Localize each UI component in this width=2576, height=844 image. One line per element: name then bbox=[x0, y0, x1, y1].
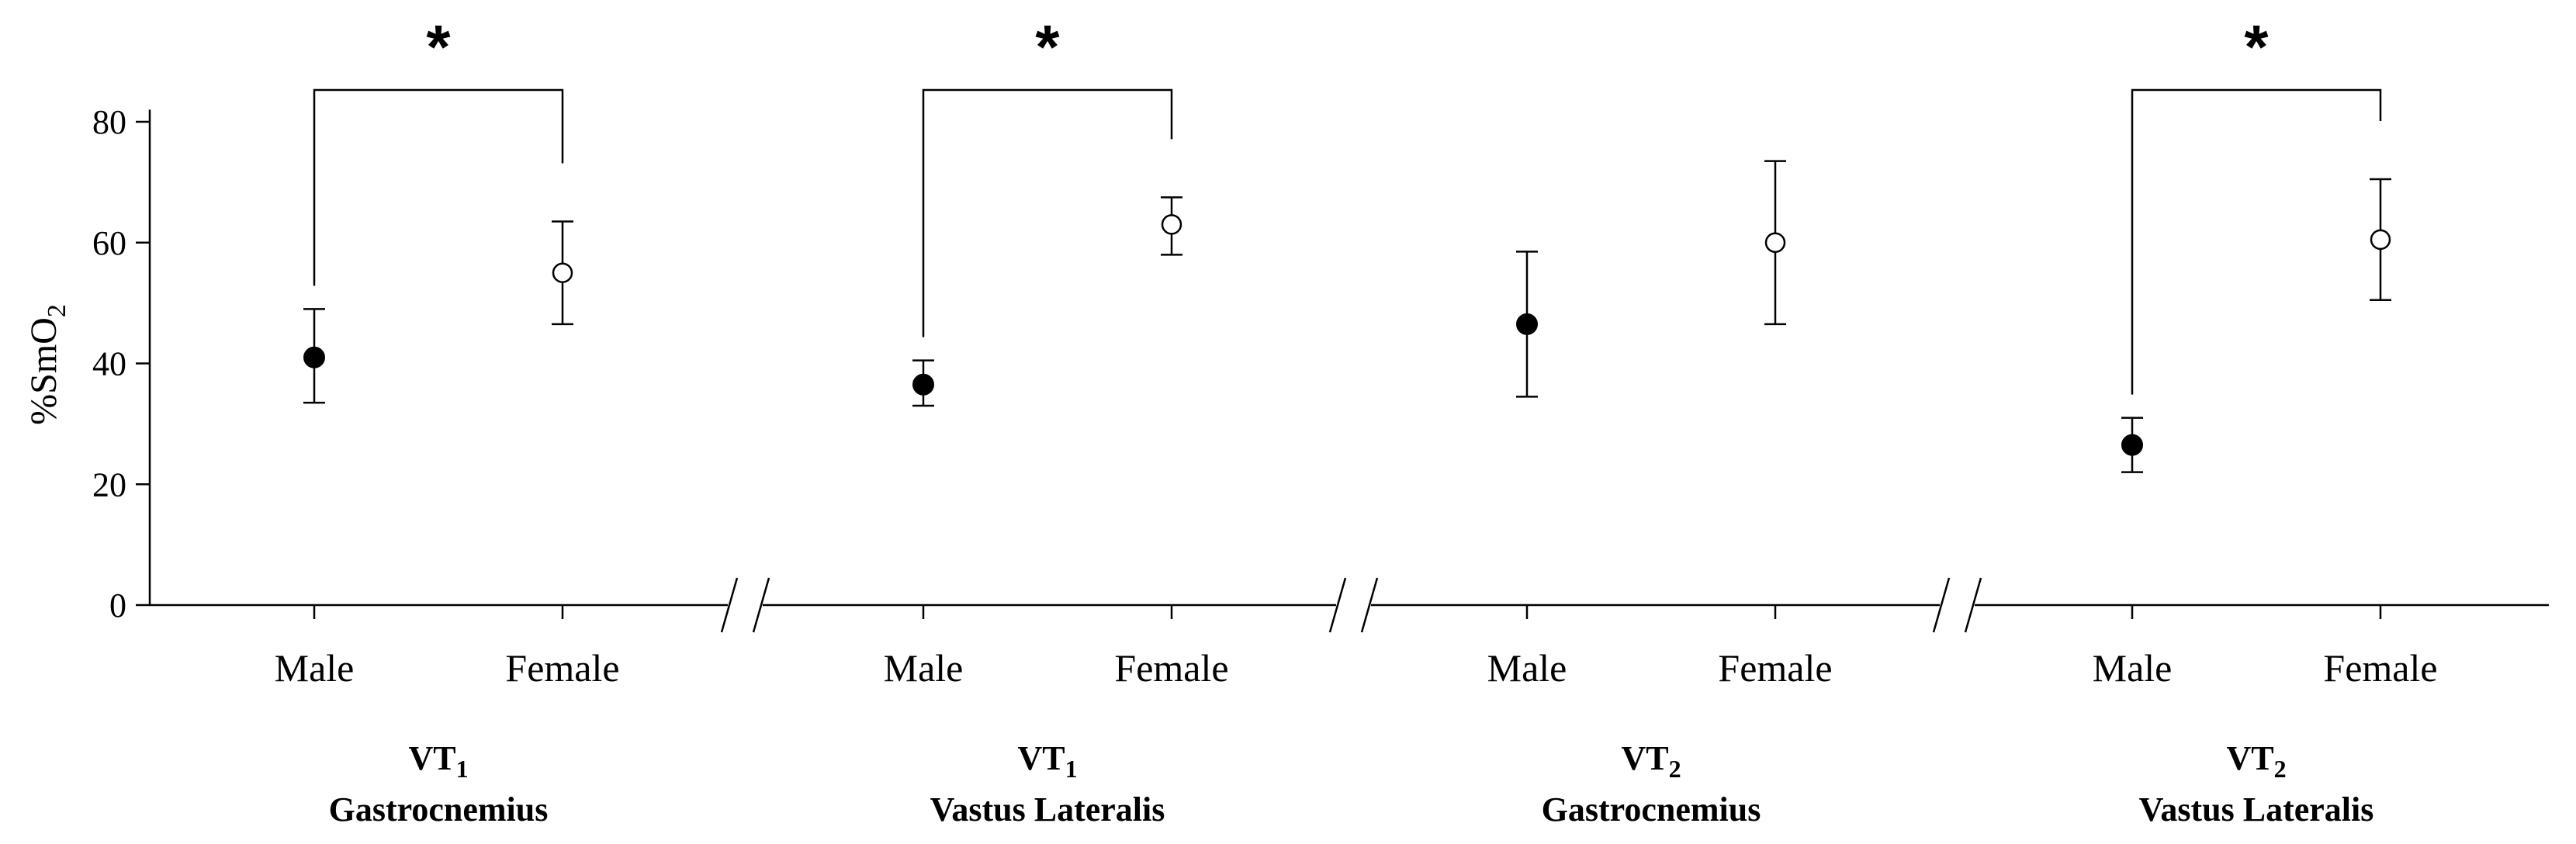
group-label-muscle: Vastus Lateralis bbox=[2139, 790, 2374, 828]
group-label-muscle: Gastrocnemius bbox=[329, 790, 549, 828]
y-tick-label: 40 bbox=[92, 345, 126, 383]
significance-star: * bbox=[426, 12, 451, 81]
significance-bracket bbox=[313, 88, 564, 286]
y-tick-label: 60 bbox=[92, 224, 126, 262]
axis-break-mark bbox=[1328, 577, 1347, 633]
axes bbox=[136, 109, 2549, 633]
x-category-label: Male bbox=[884, 646, 964, 690]
group-label-threshold: VT1 bbox=[408, 739, 468, 783]
x-category-label: Female bbox=[1114, 646, 1228, 690]
x-category-label: Female bbox=[1718, 646, 1832, 690]
x-category-label: Female bbox=[2323, 646, 2437, 690]
marks bbox=[303, 88, 2391, 473]
data-point-male bbox=[303, 346, 325, 368]
group-label-muscle: Vastus Lateralis bbox=[930, 790, 1165, 828]
y-tick-label: 20 bbox=[92, 465, 126, 503]
data-point-female bbox=[1161, 214, 1182, 235]
axis-break-mark bbox=[1932, 577, 1951, 633]
data-point-male bbox=[1516, 313, 1538, 335]
axis-break-mark bbox=[752, 577, 770, 633]
x-category-label: Male bbox=[2093, 646, 2173, 690]
x-category-label: Male bbox=[275, 646, 355, 690]
y-axis-label: %SmO2 bbox=[23, 304, 71, 425]
x-category-label: Male bbox=[1487, 646, 1567, 690]
group-label-muscle: Gastrocnemius bbox=[1542, 790, 1761, 828]
y-tick-label: 80 bbox=[92, 103, 126, 141]
significance-star: * bbox=[2244, 12, 2269, 81]
x-category-label: Female bbox=[505, 646, 619, 690]
significance-star: * bbox=[1035, 12, 1060, 81]
data-point-male bbox=[2121, 434, 2143, 456]
data-point-male bbox=[912, 373, 934, 396]
significance-bracket bbox=[2131, 88, 2382, 395]
group-label-threshold: VT2 bbox=[1621, 739, 1681, 783]
axis-break-mark bbox=[720, 577, 739, 633]
group-label-threshold: VT2 bbox=[2226, 739, 2286, 783]
labels: 0 20 40 60 80 %SmO2 Male Female VT1 Gastrocnemius… bbox=[23, 12, 2438, 828]
significance-bracket bbox=[922, 88, 1173, 337]
y-tick-label: 0 bbox=[109, 586, 126, 624]
axis-break-mark bbox=[1964, 577, 1982, 633]
group-label-threshold: VT1 bbox=[1017, 739, 1077, 783]
data-point-female bbox=[1764, 232, 1786, 253]
data-point-female bbox=[552, 262, 573, 283]
axis-break-mark bbox=[1360, 577, 1379, 633]
data-point-female bbox=[2370, 229, 2391, 251]
